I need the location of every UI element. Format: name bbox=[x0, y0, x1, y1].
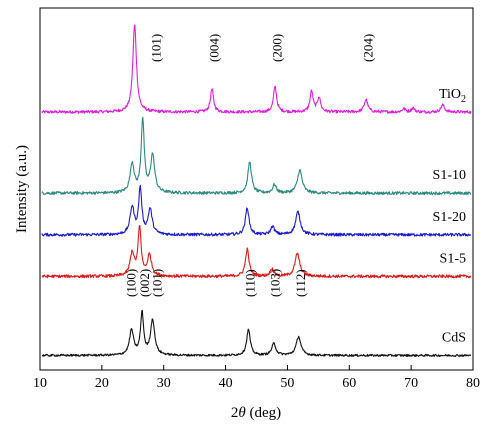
peak-label: (101) bbox=[150, 269, 165, 297]
series-line-s1-10 bbox=[41, 116, 472, 196]
x-tick-label: 10 bbox=[33, 376, 47, 391]
peak-label: (100) bbox=[124, 269, 139, 297]
x-axis-label: 2θ (deg) bbox=[231, 405, 281, 421]
series-name-label: S1-20 bbox=[433, 210, 466, 225]
x-tick-label: 40 bbox=[219, 376, 233, 391]
peak-label: (101) bbox=[148, 34, 163, 62]
peak-label: (002) bbox=[137, 269, 152, 297]
x-tick-label: 70 bbox=[404, 376, 418, 391]
series-name-label: CdS bbox=[442, 330, 466, 345]
series-names: TiO2 S1-10 S1-20 S1-5 CdS bbox=[433, 87, 466, 345]
x-tick-label: 20 bbox=[95, 376, 109, 391]
peak-label: (204) bbox=[361, 34, 376, 62]
x-tick-label: 60 bbox=[342, 376, 356, 391]
series-name-label: S1-10 bbox=[433, 168, 466, 183]
x-ticks: 10 20 30 40 50 60 70 80 bbox=[33, 365, 480, 391]
peak-label: (110) bbox=[242, 269, 257, 297]
series-name-label: TiO2 bbox=[439, 87, 466, 105]
series-name-label: S1-5 bbox=[440, 251, 466, 266]
series-layer bbox=[41, 24, 472, 358]
peak-label: (112) bbox=[293, 269, 308, 297]
x-tick-label: 30 bbox=[157, 376, 171, 391]
y-axis-label: Intensity (a.u.) bbox=[14, 145, 30, 233]
peak-label: (004) bbox=[206, 34, 221, 62]
series-line-tio bbox=[41, 24, 472, 114]
peak-label: (103) bbox=[268, 269, 283, 297]
plot-frame bbox=[39, 7, 474, 371]
series-line-s1-5 bbox=[41, 224, 472, 279]
peak-labels: (101) (004) (200) (204)(100)(002)(101) (110)… bbox=[124, 34, 376, 297]
x-tick-label: 80 bbox=[466, 376, 480, 391]
series-line-cds bbox=[41, 309, 472, 358]
series-line-s1-20 bbox=[41, 184, 472, 237]
x-tick-label: 50 bbox=[280, 376, 294, 391]
peak-label: (200) bbox=[270, 34, 285, 62]
